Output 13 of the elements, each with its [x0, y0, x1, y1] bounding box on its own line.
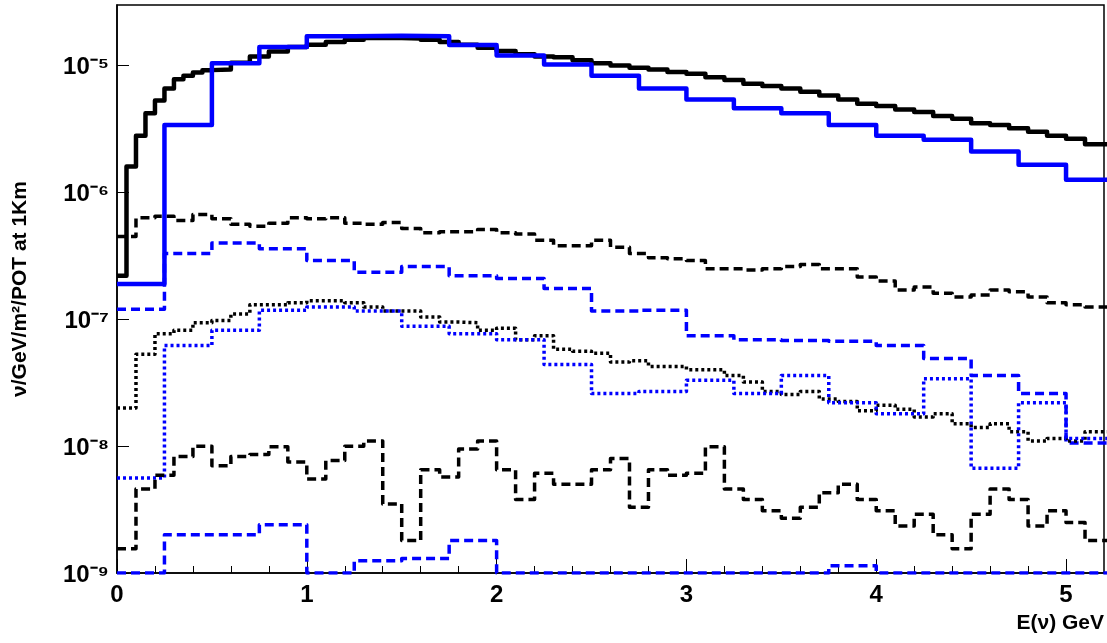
x-tick-label: 4	[869, 579, 884, 607]
y-tick-label: 10⁻⁶	[63, 178, 109, 206]
x-axis-title: E(ν) GeV	[1016, 610, 1104, 633]
y-tick-label: 10⁻⁷	[64, 305, 109, 333]
x-tick-label: 1	[300, 579, 314, 607]
x-tick-label: 5	[1059, 579, 1073, 607]
y-tick-label: 10⁻⁸	[62, 432, 109, 460]
x-tick-label: 3	[679, 579, 694, 607]
y-tick-label: 10⁻⁵	[63, 52, 109, 80]
x-tick-label: 2	[489, 579, 504, 607]
x-tick-label: 0	[110, 579, 124, 607]
y-axis-title: ν/GeV/m²/POT at 1Km	[7, 181, 30, 397]
y-tick-label: 10⁻⁹	[62, 559, 109, 587]
